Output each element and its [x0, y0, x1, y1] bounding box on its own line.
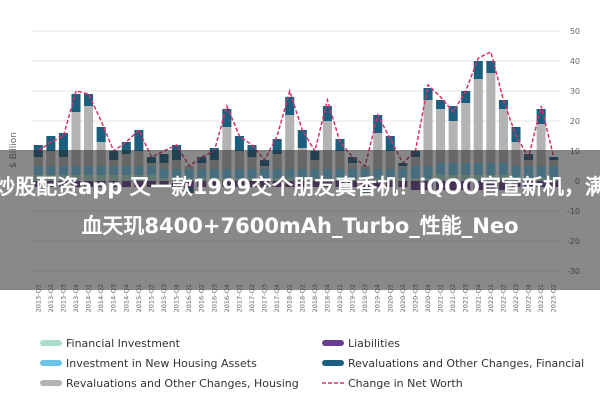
legend-swatch: [322, 360, 344, 366]
bar: [498, 109, 508, 163]
bar: [498, 100, 508, 109]
legend-swatch: [40, 340, 62, 346]
legend-label: Investment in New Housing Assets: [66, 357, 257, 370]
x-tick-label: 2023-Q1: [537, 284, 545, 312]
x-tick-label: 2015-Q1: [135, 284, 143, 312]
bar: [436, 109, 446, 163]
x-tick-label: 2018-Q3: [311, 284, 319, 312]
bar: [486, 61, 496, 73]
bar: [58, 133, 68, 157]
legend-label: Liabilities: [348, 337, 400, 350]
x-tick-label: 2019-Q3: [361, 284, 369, 312]
y-tick-label: 30: [570, 87, 580, 96]
x-tick-label: 2020-Q3: [411, 284, 419, 312]
x-tick-label: 2016-Q2: [198, 284, 206, 312]
bar: [285, 115, 295, 169]
bar: [71, 112, 81, 166]
bar: [461, 103, 471, 163]
bar: [423, 88, 433, 100]
x-tick-label: 2014-Q4: [122, 284, 130, 312]
x-tick-label: 2014-Q1: [85, 284, 93, 312]
x-tick-label: 2022-Q3: [512, 284, 520, 312]
x-tick-label: 2019-Q2: [349, 284, 357, 312]
x-tick-label: 2021-Q4: [474, 284, 482, 312]
x-tick-label: 2020-Q2: [399, 284, 407, 312]
bar: [134, 130, 144, 151]
y-tick-label: 40: [570, 57, 580, 66]
bar: [71, 94, 81, 112]
x-tick-label: 2016-Q3: [210, 284, 218, 312]
x-tick-label: 2019-Q1: [336, 284, 344, 312]
bar: [423, 100, 433, 166]
x-tick-label: 2019-Q4: [374, 284, 382, 312]
bar: [436, 100, 446, 109]
bar: [46, 136, 56, 151]
bar: [385, 136, 395, 151]
legend-label: Revaluations and Other Changes, Housing: [66, 377, 299, 390]
y-tick-label: 20: [570, 117, 580, 126]
bar: [335, 139, 345, 151]
bar: [486, 73, 496, 163]
bar: [96, 127, 106, 142]
x-tick-label: 2013-Q1: [34, 284, 42, 312]
bar: [448, 106, 458, 121]
x-tick-label: 2015-Q2: [147, 284, 155, 312]
bar: [473, 61, 483, 79]
x-tick-label: 2013-Q2: [47, 284, 55, 312]
bar: [272, 139, 282, 154]
bar: [84, 106, 94, 166]
bar: [373, 115, 383, 133]
legend-swatch: [322, 340, 344, 346]
x-tick-label: 2016-Q4: [223, 284, 231, 312]
bar: [473, 79, 483, 163]
x-tick-label: 2020-Q4: [424, 284, 432, 312]
x-tick-label: 2022-Q4: [525, 284, 533, 312]
x-tick-label: 2022-Q1: [487, 284, 495, 312]
x-tick-label: 2021-Q3: [462, 284, 470, 312]
legend-label: Change in Net Worth: [348, 377, 463, 390]
x-tick-label: 2018-Q4: [323, 284, 331, 312]
x-tick-label: 2015-Q3: [160, 284, 168, 312]
line: [37, 50, 555, 168]
bar: [121, 142, 131, 154]
y-tick-label: 50: [570, 27, 580, 36]
bar: [461, 91, 471, 103]
x-tick-label: 2015-Q4: [173, 284, 181, 312]
x-tick-label: 2013-Q4: [72, 284, 80, 312]
x-tick-label: 2016-Q1: [185, 284, 193, 312]
x-tick-label: 2021-Q1: [437, 284, 445, 312]
x-tick-label: 2014-Q2: [97, 284, 105, 312]
bar: [297, 130, 307, 148]
x-tick-label: 2021-Q2: [449, 284, 457, 312]
bar: [84, 94, 94, 106]
legend-label: Financial Investment: [66, 337, 181, 350]
bar: [536, 124, 546, 166]
x-tick-label: 2017-Q2: [248, 284, 256, 312]
x-tick-label: 2023-Q2: [550, 284, 558, 312]
bar: [234, 136, 244, 151]
x-tick-label: 2014-Q3: [110, 284, 118, 312]
x-tick-label: 2017-Q4: [273, 284, 281, 312]
x-tick-label: 2017-Q3: [261, 284, 269, 312]
bar: [322, 121, 332, 169]
legend-swatch: [40, 360, 62, 366]
x-tick-label: 2013-Q3: [59, 284, 67, 312]
x-tick-label: 2020-Q1: [386, 284, 394, 312]
legend-swatch: [40, 380, 62, 386]
bar: [285, 97, 295, 115]
x-tick-label: 2018-Q2: [298, 284, 306, 312]
x-tick-label: 2018-Q1: [286, 284, 294, 312]
bar: [222, 127, 232, 169]
bar: [448, 121, 458, 163]
legend-label: Revaluations and Other Changes, Financia…: [348, 357, 584, 370]
overlay-banner: 炒股配资app 又一款1999交个朋友真香机！iQOO官宣新机，满血天玑8400…: [0, 150, 600, 290]
x-tick-label: 2022-Q2: [499, 284, 507, 312]
bar: [222, 109, 232, 127]
overlay-text: 炒股配资app 又一款1999交个朋友真香机！iQOO官宣新机，满血天玑8400…: [0, 175, 600, 238]
x-tick-label: 2017-Q1: [235, 284, 243, 312]
bar: [322, 106, 332, 121]
bar: [536, 109, 546, 124]
